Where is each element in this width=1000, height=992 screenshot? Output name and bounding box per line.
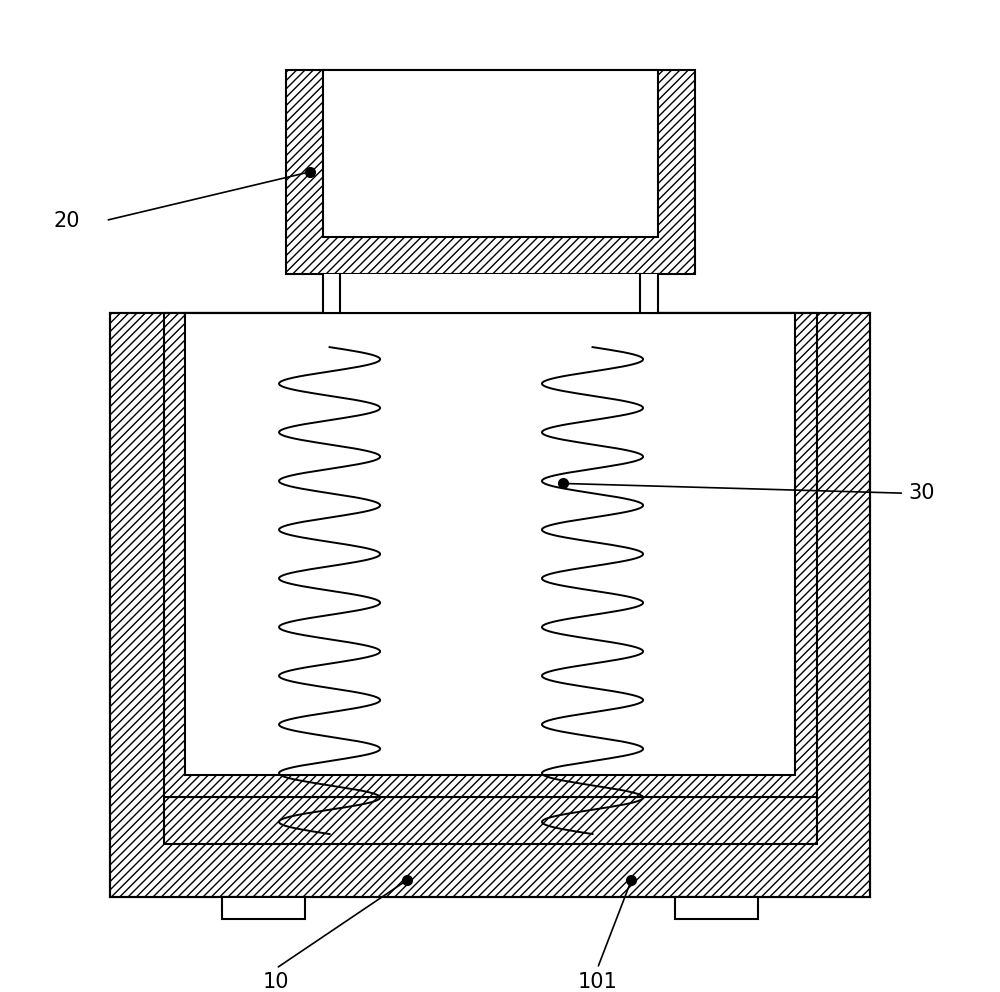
Text: 101: 101: [578, 972, 617, 992]
Text: 10: 10: [263, 972, 289, 992]
Bar: [164, 797, 817, 844]
Bar: [222, 898, 305, 919]
Bar: [110, 313, 870, 898]
Bar: [164, 313, 817, 844]
Bar: [286, 69, 695, 274]
Bar: [185, 313, 795, 775]
Bar: [164, 313, 817, 797]
Text: 30: 30: [908, 483, 935, 503]
Bar: [323, 274, 658, 313]
Bar: [323, 69, 658, 237]
Bar: [675, 898, 758, 919]
Text: 20: 20: [53, 210, 80, 230]
